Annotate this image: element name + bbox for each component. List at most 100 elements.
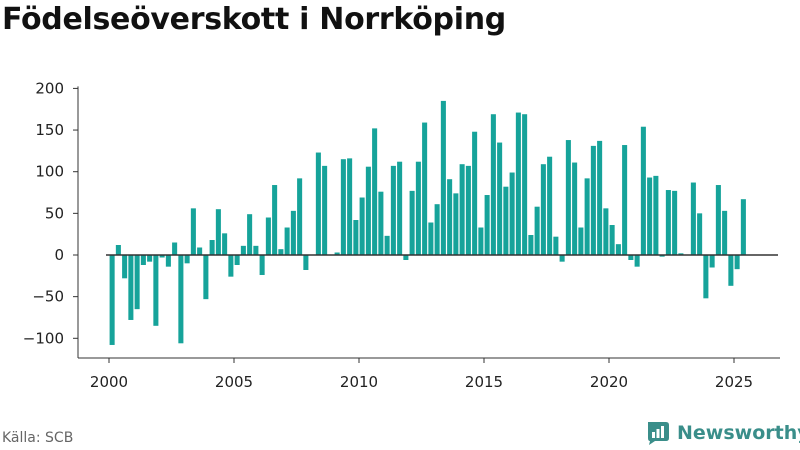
bar-2012Q2	[415, 161, 421, 255]
bar-2020Q4	[628, 255, 634, 260]
bar-2017Q2	[540, 164, 546, 255]
bar-2013Q4	[453, 193, 459, 255]
bar-2001Q2	[140, 255, 146, 265]
bar-2005Q3	[247, 214, 253, 255]
source-note: Källa: SCB	[2, 430, 74, 446]
bar-2023Q4	[703, 255, 709, 299]
x-tick-label: 2005	[215, 373, 253, 391]
bar-2013Q1	[434, 204, 440, 255]
bar-2024Q4	[728, 255, 734, 286]
bar-2009Q2	[340, 159, 346, 255]
bar-2004Q2	[215, 209, 221, 255]
bar-2006Q1	[259, 255, 265, 275]
bar-2010Q4	[378, 191, 384, 255]
bar-2013Q2	[440, 100, 446, 256]
bar-2013Q3	[447, 179, 453, 255]
bar-2019Q4	[603, 208, 609, 255]
bar-2017Q4	[553, 236, 559, 255]
bar-2007Q1	[284, 227, 290, 255]
bar-2008Q3	[322, 165, 328, 255]
bar-2023Q3	[697, 213, 703, 255]
bar-2024Q2	[715, 185, 721, 255]
bar-2004Q4	[228, 255, 234, 277]
bar-2012Q4	[428, 222, 434, 255]
bar-2006Q4	[278, 249, 284, 255]
bar-2003Q3	[197, 247, 203, 255]
bar-2000Q1	[109, 255, 115, 345]
bar-2009Q1	[334, 252, 340, 255]
bar-2025Q1	[734, 255, 740, 270]
y-tick-label: −50	[32, 288, 64, 306]
brand-name: Newsworthy	[677, 422, 800, 444]
bar-2009Q4	[353, 220, 359, 255]
bar-2024Q1	[709, 255, 715, 268]
bar-2022Q1	[659, 255, 665, 257]
bar-2010Q1	[359, 197, 365, 255]
bar-2003Q4	[203, 255, 209, 300]
bar-2010Q2	[365, 166, 371, 255]
x-axis-ticks: 2000 2005 2010 2015 2020 2025	[78, 357, 780, 391]
bar-2009Q3	[347, 158, 353, 255]
y-axis-ticks: 200 150 100 50 0 −50 −100	[23, 79, 79, 358]
y-tick-label: −100	[23, 329, 64, 347]
bar-2005Q1	[234, 255, 240, 265]
bar-2011Q1	[384, 235, 390, 255]
bar-2003Q1	[184, 255, 190, 264]
bar-2007Q2	[290, 210, 296, 255]
bar-2008Q2	[315, 152, 321, 255]
bar-2023Q2	[690, 182, 696, 255]
bar-2018Q2	[565, 140, 571, 255]
bar-2002Q3	[172, 242, 178, 255]
bars-group	[106, 100, 778, 345]
bar-2015Q4	[503, 186, 509, 255]
bar-2000Q4	[128, 255, 134, 320]
bar-2019Q3	[597, 140, 603, 255]
bar-2015Q1	[484, 195, 490, 255]
bar-2022Q2	[665, 190, 671, 255]
chart-title: Födelseöverskott i Norrköping	[2, 2, 506, 37]
y-tick-label: 150	[35, 121, 64, 139]
bar-2017Q1	[534, 206, 540, 255]
bar-2007Q3	[297, 178, 303, 255]
bar-2001Q4	[153, 255, 159, 326]
bar-2020Q1	[609, 225, 615, 255]
bar-2014Q3	[472, 131, 478, 255]
y-tick-label: 50	[45, 204, 64, 222]
bar-2022Q4	[678, 253, 684, 255]
bar-2005Q4	[253, 245, 259, 255]
bar-2002Q2	[165, 255, 171, 267]
bar-2016Q1	[509, 172, 515, 255]
bar-2020Q2	[615, 244, 621, 255]
bar-2004Q3	[222, 233, 228, 255]
bar-2002Q4	[178, 255, 184, 344]
bar-2022Q3	[672, 190, 678, 255]
bar-2001Q3	[147, 255, 153, 262]
newsworthy-logo-icon	[648, 422, 669, 445]
bar-2018Q4	[578, 227, 584, 255]
bar-2011Q3	[397, 161, 403, 255]
bar-2016Q4	[528, 235, 534, 255]
bar-2016Q2	[515, 112, 521, 255]
bar-2025Q2	[740, 199, 746, 255]
bar-2019Q2	[590, 145, 596, 255]
y-tick-label: 200	[35, 79, 64, 97]
bar-2012Q1	[409, 190, 415, 255]
brand-logo: Newsworthy	[645, 420, 800, 446]
bar-2015Q3	[497, 142, 503, 255]
bar-2014Q2	[465, 165, 471, 255]
bar-2021Q2	[640, 126, 646, 255]
bar-2015Q2	[490, 114, 496, 255]
bar-2021Q3	[647, 177, 653, 255]
x-tick-label: 2025	[715, 373, 753, 391]
bar-2006Q3	[272, 185, 278, 255]
bar-2014Q1	[459, 164, 465, 255]
bar-2006Q2	[265, 217, 271, 255]
bar-2011Q4	[403, 255, 409, 260]
bar-2014Q4	[478, 227, 484, 255]
bar-2000Q2	[115, 245, 121, 255]
bar-2001Q1	[134, 255, 140, 310]
x-tick-label: 2020	[590, 373, 628, 391]
bar-2024Q3	[722, 210, 728, 255]
bar-2011Q2	[390, 165, 396, 255]
